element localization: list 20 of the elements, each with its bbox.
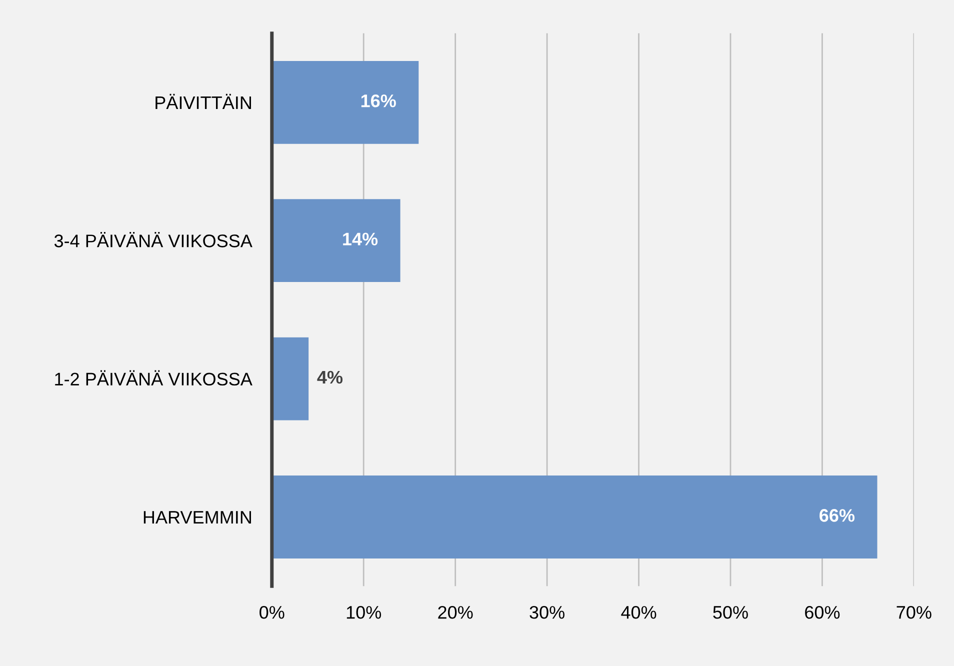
y-tick-label: PÄIVITTÄIN <box>156 94 251 109</box>
x-tick-label: 70% <box>896 606 932 619</box>
data-label: 66% <box>820 509 855 522</box>
bar <box>272 337 309 420</box>
data-label: 14% <box>343 232 378 246</box>
y-tick-label: HARVEMMIN <box>144 511 251 524</box>
x-tick-label: 0% <box>260 606 284 619</box>
bar <box>272 476 878 558</box>
y-tick-label: 1-2 PÄIVÄNÄ VIIKOSSA <box>55 370 252 386</box>
data-label: 4% <box>317 370 343 384</box>
x-tick-label: 30% <box>530 606 564 619</box>
x-tick-label: 60% <box>805 606 840 619</box>
bar <box>272 199 400 282</box>
bar <box>272 60 419 144</box>
x-tick-label: 40% <box>621 606 656 619</box>
data-label: 16% <box>361 94 396 108</box>
x-tick-label: 50% <box>713 606 748 619</box>
x-tick-label: 20% <box>438 606 473 619</box>
y-tick-label: 3-4 PÄIVÄNÄ VIIKOSSA <box>54 232 252 248</box>
x-tick-label: 10% <box>346 606 382 619</box>
